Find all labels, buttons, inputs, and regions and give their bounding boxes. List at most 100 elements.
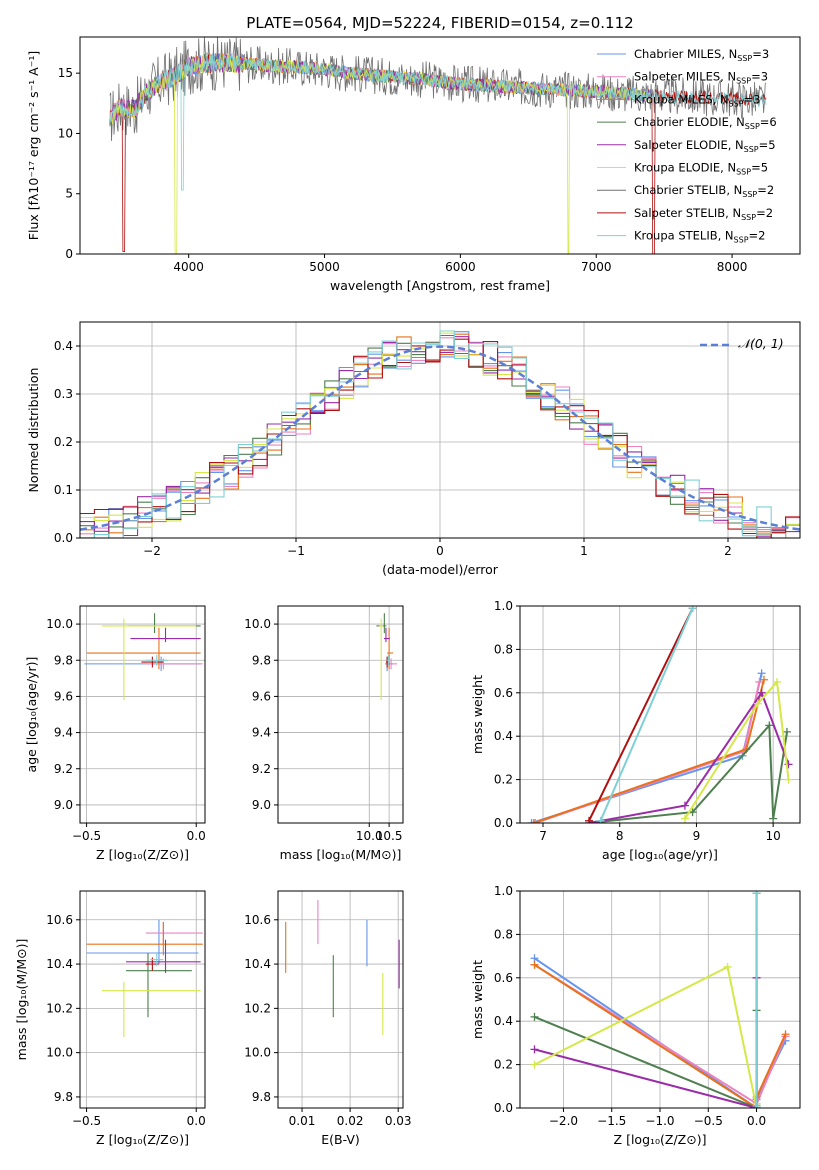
legend-label: Kroupa MILES, NSSP=3 [634,92,760,108]
age_vs_Z-ytick-label: 10.0 [46,617,73,631]
mass_vs_Z-panel: −0.5 0.0 9.8 10.0 10.2 10.4 10.6 Z [log₁₀(Z/Z⊙)… [14,890,206,1147]
weight_vs_age-marker [759,675,768,684]
weight_vs_age-xtick-label: 10 [766,829,781,843]
mass_vs_ebv-xtick-label: 0.02 [337,1114,364,1128]
residuals-ytick-label: 0.4 [54,339,73,353]
spectrum-xtick-label: 6000 [445,260,476,274]
weight_vs_Z-plot-area [530,891,790,1108]
weight_vs_age-line-salpeter-elodie [588,690,790,823]
weight_vs_age-ytick-label: 0.2 [494,773,513,787]
age_vs_Z-panel: −0.5 0.0 9.0 9.2 9.4 9.6 9.8 10.0 Z [log₁₀(Z/Z⊙)… [24,605,206,862]
age_vs_mass-xtick-label: 10.0 [356,829,383,843]
age_vs_Z-xlabel: Z [log₁₀(Z/Z⊙)] [96,847,189,862]
normal-legend-label: 𝒩(0, 1) [738,336,784,351]
weight_vs_age-frame [519,605,801,824]
spectrum-legend: Chabrier MILES, NSSP=3 Salpeter MILES, NS… [597,47,777,245]
weight_vs_age-line-kroupa-stelib [599,607,694,822]
weight_vs_age-marker [527,819,536,823]
spectrum-ylabel: Flux [fλ10⁻¹⁷ erg cm⁻² s⁻¹ A⁻¹] [26,51,41,240]
weight_vs_age-marker [688,606,697,613]
weight_vs_age-xtick-label: 8 [616,829,624,843]
mass_vs_Z-frame [79,890,206,1109]
mass_vs_Z-ytick-label: 10.4 [46,957,73,971]
age_vs_Z-ytick-label: 9.4 [54,726,73,740]
weight_vs_age-plot-area [527,606,793,823]
mass_vs_Z-xtick-label: 0.0 [187,1114,206,1128]
residuals-ytick-label: 0.2 [54,435,73,449]
mass_vs_Z-plot-area [86,919,203,1038]
spectrum-line-chabrier-stelib [109,37,767,142]
age_vs_mass-ytick-label: 10.0 [244,617,271,631]
weight_vs_age-panel: 7 8 9 10 0.0 0.2 0.4 0.6 0.8 1.0 age [log₁₀(age/yr… [470,599,801,862]
age_vs_Z-frame [79,605,206,824]
mass_vs_Z-xlabel: Z [log₁₀(Z/Z⊙)] [96,1132,189,1147]
weight_vs_age-marker [772,677,781,686]
weight_vs_age-marker [596,816,605,823]
legend-label: Chabrier ELODIE, NSSP=6 [634,115,777,131]
age_vs_mass-xtick-label: 10.5 [376,829,403,843]
weight_vs_age-marker [680,801,689,810]
age_vs_Z-xtick-label: 0.0 [187,829,206,843]
weight_vs_age-marker [755,677,764,686]
weight_vs_age-marker [782,727,791,736]
weight_vs_age-ytick-label: 0.6 [494,686,513,700]
age_vs_mass-ytick-label: 9.6 [252,689,271,703]
weight_vs_age-ytick-label: 0.8 [494,642,513,656]
mass_vs_Z-ytick-label: 10.6 [46,913,73,927]
age_vs_Z-ytick-label: 9.6 [54,689,73,703]
weight_vs_age-marker [769,814,778,823]
weight_vs_age-line-salpeter-stelib [588,607,694,822]
legend-label: Chabrier STELIB, NSSP=2 [634,183,774,199]
weight_vs_Z-marker [752,1101,761,1108]
weight_vs_age-line-kroupa-miles [533,679,765,823]
weight_vs_Z-line-salpeter-elodie [534,977,758,1108]
residuals-xtick-label: 0 [436,544,444,558]
age_vs_mass-xlabel: mass [log₁₀(M/M⊙)] [280,847,402,862]
spectrum-xtick-label: 7000 [581,260,612,274]
residuals-xtick-label: −2 [143,544,161,558]
spectrum-plot-area [109,37,767,254]
weight_vs_Z-marker [752,891,761,898]
residuals-xtick-label: 1 [580,544,588,558]
mass_vs_ebv-ytick-label: 10.0 [244,1046,271,1060]
mass_vs_ebv-plot-area [285,899,400,1035]
residuals-plot-area [80,330,800,538]
residuals-ytick-label: 0.0 [54,531,73,545]
age_vs_mass-ytick-label: 9.2 [252,762,271,776]
age_vs_Z-ytick-label: 9.2 [54,762,73,776]
spectrum-ytick-label: 15 [58,66,73,80]
mass_vs_Z-ytick-label: 10.2 [46,1001,73,1015]
residuals-xtick-label: 2 [724,544,732,558]
weight_vs_age-ytick-label: 0.4 [494,729,513,743]
weight_vs_Z-xtick-label: −2.0 [549,1114,578,1128]
legend-label: Chabrier MILES, NSSP=3 [634,47,769,63]
weight_vs_Z-marker [530,1060,539,1069]
spectrum-xtick-label: 8000 [717,260,748,274]
weight_vs_Z-ytick-label: 0.6 [494,971,513,985]
spectrum-xtick-label: 5000 [309,260,340,274]
mass_vs_ebv-ytick-label: 10.6 [244,913,271,927]
residual-hist-salpeter-stelib [80,338,800,538]
spectrum-frame [79,36,801,255]
legend-label: Salpeter MILES, NSSP=3 [634,70,768,86]
weight_vs_Z-xtick-label: −1.0 [645,1114,674,1128]
age_vs_mass-ytick-label: 9.8 [252,653,271,667]
spectrum-ytick-label: 0 [65,247,73,261]
age_vs_mass-plot-area [376,613,398,701]
mass_vs_ebv-xlabel: E(B-V) [321,1132,360,1147]
mass_vs_Z-ylabel: mass [log₁₀(M/M⊙)] [14,939,29,1061]
weight_vs_age-marker [531,819,540,823]
figure-title: PLATE=0564, MJD=52224, FIBERID=0154, z=0… [246,14,633,32]
mass_vs_ebv-frame [277,890,404,1109]
mass_vs_Z-xtick-label: −0.5 [72,1114,101,1128]
weight_vs_age-xtick-label: 7 [539,829,547,843]
mass_vs_Z-ytick-label: 9.8 [54,1090,73,1104]
weight_vs_age-marker [753,699,762,708]
weight_vs_age-ytick-label: 0.0 [494,816,513,830]
weight_vs_age-marker [765,721,774,730]
residuals-xtick-label: −1 [287,544,305,558]
weight_vs_age-ylabel: mass weight [470,675,485,754]
weight_vs_age-marker [585,816,594,823]
spectrum-xtick-label: 4000 [173,260,204,274]
weight_vs_age-marker [757,688,766,697]
